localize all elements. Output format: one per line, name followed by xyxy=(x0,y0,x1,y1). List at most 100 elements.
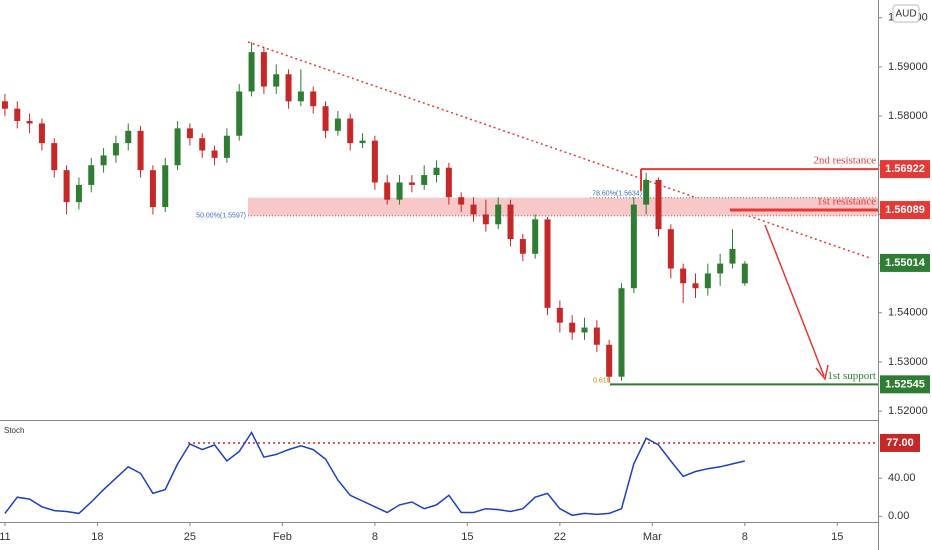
candle-body xyxy=(581,327,588,333)
stoch-tick-label: 40.00 xyxy=(888,472,916,484)
candle-body xyxy=(569,322,576,333)
x-tick-label: Mar xyxy=(643,531,662,543)
candle-body xyxy=(297,91,304,102)
candle-body xyxy=(310,91,317,107)
candle-body xyxy=(593,327,600,345)
candle-body xyxy=(741,263,748,284)
candle-body xyxy=(26,120,33,124)
candle-body xyxy=(211,150,218,158)
candle-body xyxy=(75,184,82,203)
candle-body xyxy=(322,106,329,131)
stoch-level-box xyxy=(880,433,920,452)
candle-body xyxy=(88,165,95,185)
level-price-box xyxy=(880,160,930,179)
candle-body xyxy=(643,180,650,205)
x-tick-label: 11 xyxy=(0,531,11,543)
fib-label: 78.60%(1.5634) xyxy=(592,191,642,198)
x-tick-label: 15 xyxy=(461,531,473,543)
candle-body xyxy=(729,248,736,264)
y-tick-label: 1.53000 xyxy=(888,356,928,368)
last-price-box xyxy=(880,253,930,272)
candle-body xyxy=(630,204,637,289)
candle-body xyxy=(618,288,625,377)
candle-body xyxy=(112,143,119,156)
candle-body xyxy=(260,52,267,87)
x-tick-label: Feb xyxy=(273,531,292,543)
x-tick-label: 15 xyxy=(831,531,843,543)
candle-body xyxy=(51,143,58,171)
candle-body xyxy=(519,239,526,254)
candle-body xyxy=(359,140,366,144)
y-tick-label: 1.58000 xyxy=(888,110,928,122)
stoch-line xyxy=(4,430,745,517)
candle-body xyxy=(421,175,428,185)
level-price-box xyxy=(880,201,930,220)
candle-body xyxy=(704,273,711,289)
candle-body xyxy=(63,170,70,203)
fib-label: 0.618 xyxy=(593,377,611,384)
stoch-tick-label: 0.00 xyxy=(888,510,909,522)
candle-body xyxy=(1,101,8,109)
candle-body xyxy=(544,219,551,308)
candle-body xyxy=(248,52,255,92)
candle-body xyxy=(347,118,354,144)
candle-body xyxy=(236,91,243,136)
candle-body xyxy=(717,263,724,274)
level-price: 1.56089 xyxy=(885,204,925,216)
candle-body xyxy=(174,128,181,166)
candle-body xyxy=(556,307,563,323)
candle-body xyxy=(667,229,674,269)
x-tick-label: 8 xyxy=(372,531,378,543)
level-name: 1st support xyxy=(827,370,876,382)
candle-body xyxy=(433,167,440,176)
stoch-label: Stoch xyxy=(4,426,24,435)
candle-body xyxy=(38,123,45,144)
candle-body xyxy=(396,182,403,200)
candle-body xyxy=(655,180,662,230)
candle-body xyxy=(285,74,292,102)
candle-body xyxy=(199,138,206,151)
candle-body xyxy=(482,214,489,225)
currency-box xyxy=(892,4,920,23)
candle-body xyxy=(507,204,514,240)
stoch-level-label: 77.00 xyxy=(886,437,914,449)
level-price: 1.56922 xyxy=(885,163,925,175)
candle-body xyxy=(125,130,132,144)
y-tick-label: 1.54000 xyxy=(888,307,928,319)
candle-body xyxy=(149,170,156,208)
forecast-arrow xyxy=(764,224,829,381)
x-tick-label: 25 xyxy=(184,531,196,543)
candle-body xyxy=(692,283,699,289)
level-price-box xyxy=(880,375,930,394)
supply-zone xyxy=(248,197,878,216)
candle-body xyxy=(606,344,613,377)
currency: AUD xyxy=(895,9,916,20)
candle-body xyxy=(137,130,144,171)
candle-body xyxy=(495,204,502,225)
candle-body xyxy=(371,140,378,183)
candle-body xyxy=(470,204,477,215)
candle-body xyxy=(14,108,21,121)
candle-body xyxy=(334,118,341,131)
candle-body xyxy=(408,182,415,185)
candle-body xyxy=(223,135,230,158)
candle-body xyxy=(100,155,107,166)
x-tick-label: 8 xyxy=(742,531,748,543)
y-tick-label: 1.52000 xyxy=(888,405,928,417)
candle-body xyxy=(162,165,169,208)
level-name: 2nd resistance xyxy=(813,155,876,167)
x-tick-label: 18 xyxy=(91,531,103,543)
candle-body xyxy=(186,128,193,139)
last-price: 1.55014 xyxy=(885,257,926,269)
candle-body xyxy=(445,167,452,198)
candle-body xyxy=(273,74,280,87)
x-tick-label: 22 xyxy=(554,531,566,543)
candle-body xyxy=(532,219,539,254)
candle-body xyxy=(458,197,465,205)
y-tick-label: 1.59000 xyxy=(888,61,928,73)
candle-body xyxy=(384,182,391,200)
candle-body xyxy=(680,268,687,284)
level-name: 1st resistance xyxy=(817,196,876,208)
